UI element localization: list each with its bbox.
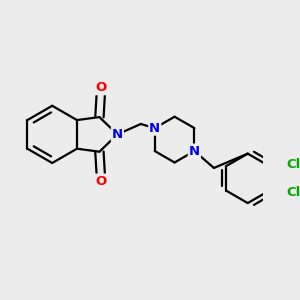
Text: O: O <box>95 81 106 94</box>
Text: N: N <box>149 122 160 135</box>
Text: N: N <box>189 145 200 158</box>
Text: N: N <box>112 128 123 141</box>
Text: Cl: Cl <box>286 185 300 199</box>
Text: O: O <box>95 175 106 188</box>
Text: Cl: Cl <box>286 158 300 171</box>
